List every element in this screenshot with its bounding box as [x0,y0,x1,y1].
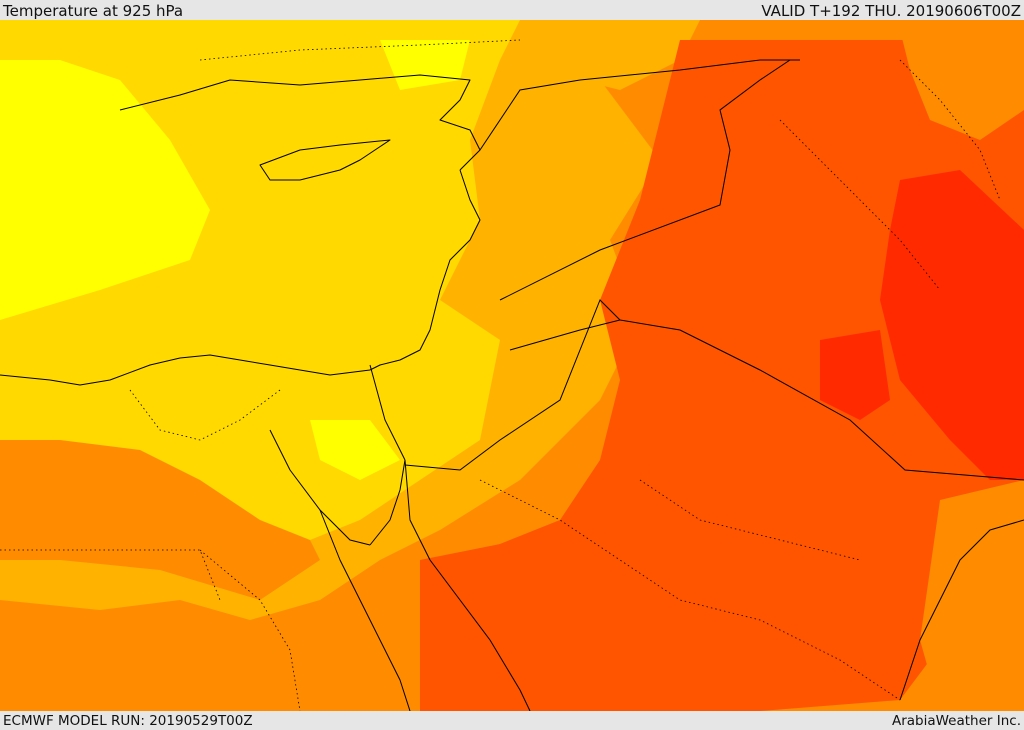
temperature-map[interactable] [0,20,1024,711]
jordan-border [404,299,621,471]
footer-bar: ECMWF MODEL RUN: 20190529T00Z ArabiaWeat… [0,711,1024,729]
zone-hottest-iraq [820,330,890,420]
credit: ArabiaWeather Inc. [891,713,1021,729]
persian-gulf-coast [899,519,1024,701]
iraq-internal [779,119,941,291]
saudi-iraq-border [619,319,1024,481]
coastlines [0,74,1024,711]
zone-warm-lobe [0,420,320,600]
zone-hottest [880,170,1024,480]
saudi-internal [479,479,901,701]
zone-hot [420,40,1024,711]
model-run: ECMWF MODEL RUN: 20190529T00Z [3,713,253,729]
zone-hot-arabia [420,540,620,711]
map-svg [0,20,1024,711]
levant-coast [369,169,481,371]
zone-cool-sinai [310,420,400,480]
red-sea-east [404,459,531,711]
iran-internal [899,59,1001,201]
zone-coolest [0,60,210,320]
turkey-internal [199,39,521,61]
egypt-israel-border [369,364,406,461]
egypt-sudan-border [199,549,301,711]
header-bar: Temperature at 925 hPa VALID T+192 THU. … [0,0,1024,20]
syria-iraq-border [499,59,791,301]
map-title: Temperature at 925 hPa [3,2,184,20]
zone-mild-north [560,20,700,90]
region-boundaries [0,39,1001,711]
red-sea-west [319,509,411,711]
arabia-internal [639,479,861,561]
zone-warm-gulf [920,480,1024,711]
country-borders [369,59,1024,481]
egypt-internal [129,389,281,441]
zone-warm-east [900,30,1024,140]
cyprus [259,139,391,181]
gulf-of-aqaba [369,459,406,546]
egypt-libya-coast [0,354,371,386]
valid-time: VALID T+192 THU. 20190606T00Z [761,2,1021,20]
turkey-coast [119,74,481,171]
turkey-syria-border [479,59,800,151]
